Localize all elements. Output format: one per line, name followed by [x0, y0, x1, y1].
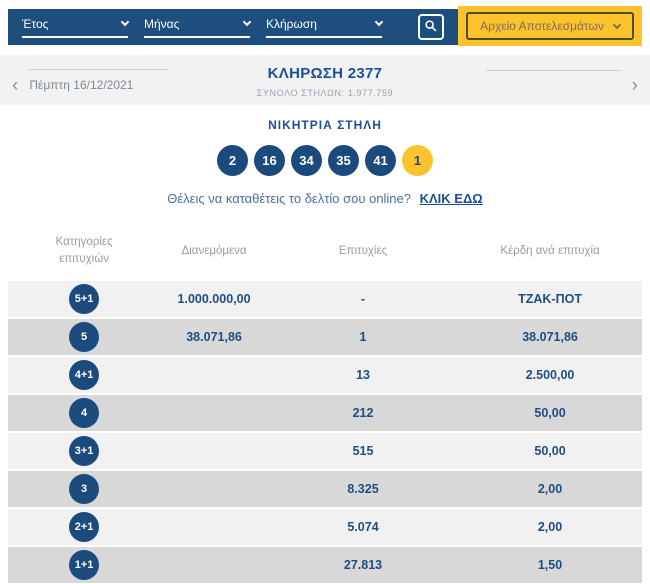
draw-title: ΚΛΗΡΩΣΗ 2377	[267, 65, 383, 82]
category-badge: 1+1	[69, 549, 100, 580]
top-filter-bar: Έτος Μήνας Κλήρωση	[8, 6, 642, 46]
chevron-down-icon	[242, 17, 252, 27]
prize-cell: 50,00	[534, 405, 566, 420]
winners-cell: -	[360, 291, 366, 306]
distributed-cell: 1.000.000,00	[177, 291, 251, 306]
year-dropdown-label: Έτος	[22, 16, 49, 31]
table-row: 1+1 27.813 1,50	[8, 546, 642, 583]
winning-number-ball: 2	[217, 145, 248, 176]
winners-cell: 5.074	[347, 519, 379, 534]
month-dropdown[interactable]: Μήνας	[144, 16, 252, 38]
distributed-cell: 38.071,86	[186, 329, 242, 344]
prize-cell: 50,00	[534, 443, 566, 458]
winning-column-title: ΝΙΚΗΤΡΙΑ ΣΤΗΛΗ	[268, 118, 382, 132]
next-draw-button[interactable]: ›	[630, 67, 640, 105]
header-distributed: Διανεμόμενα	[181, 245, 247, 258]
category-badge: 4	[69, 397, 100, 428]
online-cta-text: Θέλεις να καταθέτεις το δελτίο σου onlin…	[167, 191, 411, 206]
winning-number-ball: 41	[365, 145, 396, 176]
search-icon	[424, 19, 438, 36]
header-prize-per-win: Κέρδη ανά επιτυχία	[500, 245, 600, 258]
winners-cell: 8.325	[347, 481, 379, 496]
table-row: 2+1 5.074 2,00	[8, 508, 642, 545]
prize-cell: 2,00	[537, 481, 563, 496]
divider-line-right	[485, 70, 621, 105]
category-badge: 5	[69, 321, 100, 352]
filter-bar: Έτος Μήνας Κλήρωση	[8, 9, 458, 45]
winners-cell: 515	[352, 443, 374, 458]
table-row: 3 8.325 2,00	[8, 470, 642, 507]
winning-column-section: ΝΙΚΗΤΡΙΑ ΣΤΗΛΗ 2 16 34 35 41 1	[0, 118, 650, 176]
draw-dropdown[interactable]: Κλήρωση	[266, 16, 384, 38]
winners-cell: 1	[359, 329, 367, 344]
dropdown-underline	[266, 35, 382, 38]
prize-cell: 1,50	[537, 557, 563, 572]
archive-results-label: Αρχείο Αποτελεσμάτων	[480, 19, 604, 33]
table-row: 4+1 13 2.500,00	[8, 356, 642, 393]
winning-numbers: 2 16 34 35 41 1	[0, 145, 650, 176]
table-row: 5 38.071,86 1 38.071,86	[8, 318, 642, 355]
online-cta-link[interactable]: ΚΛΙΚ ΕΔΩ	[419, 191, 483, 206]
category-badge: 3+1	[69, 435, 100, 466]
winning-number-ball: 16	[254, 145, 285, 176]
chevron-down-icon	[374, 17, 384, 27]
chevron-right-icon: ›	[631, 75, 638, 96]
header-winners: Επιτυχίες	[338, 245, 388, 258]
month-dropdown-label: Μήνας	[144, 16, 180, 31]
winners-cell: 212	[352, 405, 374, 420]
search-button[interactable]	[418, 14, 444, 40]
year-dropdown[interactable]: Έτος	[22, 16, 130, 38]
winning-number-ball: 35	[328, 145, 359, 176]
table-row: 5+1 1.000.000,00 - ΤΖΑΚ-ΠΟΤ	[8, 280, 642, 317]
online-cta: Θέλεις να καταθέτεις το δελτίο σου onlin…	[0, 191, 650, 206]
header-categories: Κατηγορίες επιτυχιών	[55, 236, 113, 266]
prize-cell: 38.071,86	[522, 329, 578, 344]
archive-section: Αρχείο Αποτελεσμάτων	[458, 6, 642, 46]
results-table: Κατηγορίες επιτυχιών Διανεμόμενα Επιτυχί…	[8, 224, 642, 583]
draw-dropdown-label: Κλήρωση	[266, 16, 317, 31]
chevron-down-icon	[120, 17, 130, 27]
winners-cell: 13	[356, 367, 370, 382]
joker-number-ball: 1	[402, 145, 433, 176]
category-badge: 5+1	[69, 283, 100, 314]
winning-number-ball: 34	[291, 145, 322, 176]
chevron-left-icon: ‹	[12, 75, 19, 96]
archive-results-dropdown[interactable]: Αρχείο Αποτελεσμάτων	[466, 12, 634, 40]
table-row: 3+1 515 50,00	[8, 432, 642, 469]
category-badge: 2+1	[69, 511, 100, 542]
previous-draw-button[interactable]: ‹	[10, 67, 20, 105]
total-columns-label: ΣΥΝΟΛΟ ΣΤΗΛΩΝ: 1.977.759	[256, 88, 394, 98]
prize-cell: 2,00	[537, 519, 563, 534]
category-badge: 4+1	[69, 359, 100, 390]
category-badge: 3	[69, 473, 100, 504]
chevron-down-icon	[612, 20, 622, 29]
draw-date: Πέμπτη 16/12/2021	[29, 78, 134, 92]
draw-header: ‹ Πέμπτη 16/12/2021 ΚΛΗΡΩΣΗ 2377 ΣΥΝΟΛΟ …	[0, 55, 650, 105]
dropdown-underline	[144, 35, 250, 38]
dropdown-underline	[22, 35, 128, 38]
prize-cell: ΤΖΑΚ-ΠΟΤ	[518, 291, 582, 306]
prize-cell: 2.500,00	[525, 367, 575, 382]
divider-line-left	[29, 69, 170, 70]
table-row: 4 212 50,00	[8, 394, 642, 431]
table-header-row: Κατηγορίες επιτυχιών Διανεμόμενα Επιτυχί…	[8, 224, 642, 281]
winners-cell: 27.813	[343, 557, 383, 572]
